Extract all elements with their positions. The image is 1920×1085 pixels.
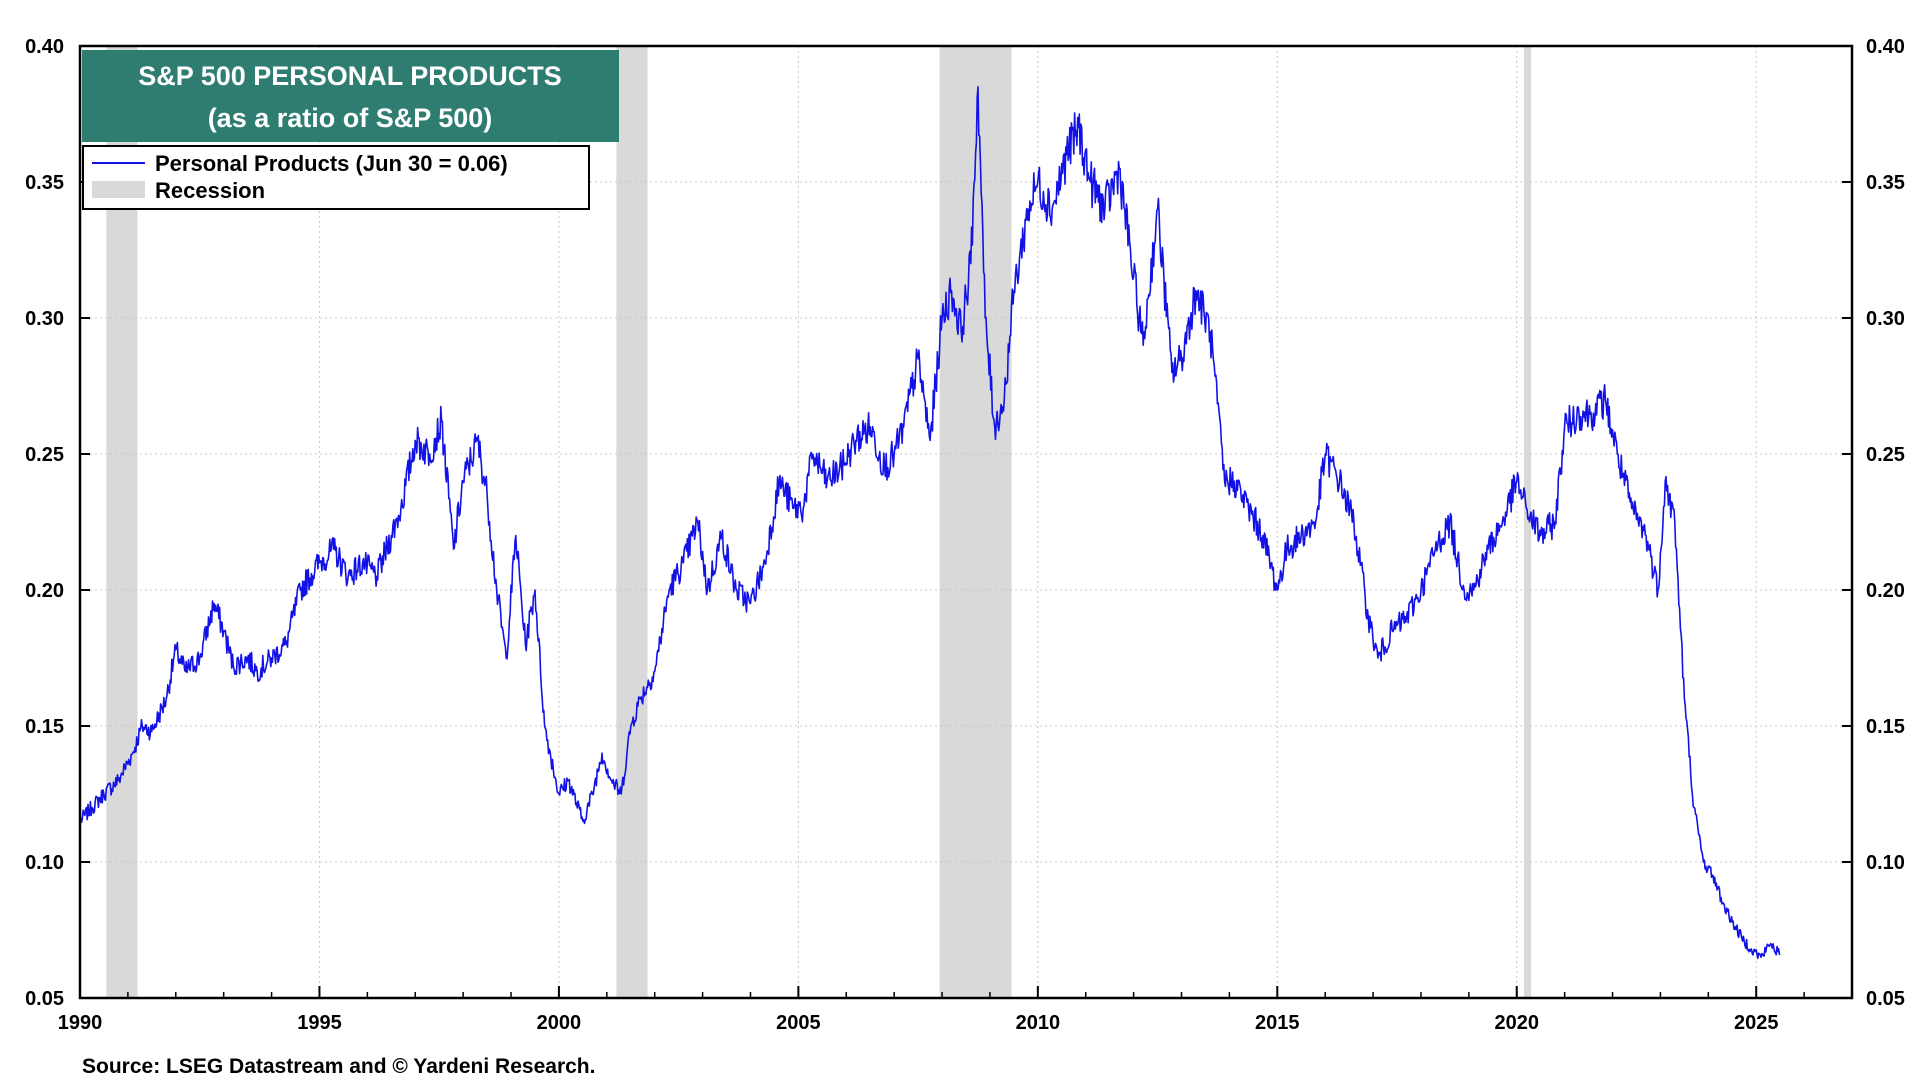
- x-tick-label: 1995: [297, 1012, 342, 1034]
- recession-band-3: [1523, 46, 1532, 998]
- chart-title: S&P 500 PERSONAL PRODUCTS: [138, 61, 562, 91]
- y-tick-label-left: 0.25: [25, 444, 64, 466]
- y-tick-label-right: 0.25: [1866, 444, 1905, 466]
- legend-label-recession: Recession: [155, 178, 265, 203]
- axes: 0.05 0.05 0.10 0.10 0.15 0.15 0.20 0.20 0.25 0.25…: [25, 36, 1905, 1034]
- y-tick-label-right: 0.40: [1866, 36, 1905, 58]
- y-tick-label-right: 0.15: [1866, 716, 1905, 738]
- x-tick-label: 2020: [1495, 1012, 1540, 1034]
- y-tick-label-left: 0.35: [25, 172, 64, 194]
- y-tick-label-right: 0.05: [1866, 988, 1905, 1010]
- x-tick-label: 2000: [537, 1012, 582, 1034]
- source-note: Source: LSEG Datastream and © Yardeni Re…: [82, 1055, 595, 1078]
- y-tick-label-left: 0.30: [25, 308, 64, 330]
- x-tick-label: 2025: [1734, 1012, 1779, 1034]
- y-tick-label-left: 0.40: [25, 36, 64, 58]
- series-line-personal-products: [79, 86, 1781, 959]
- y-tick-label-right: 0.10: [1866, 852, 1905, 874]
- legend-label-series: Personal Products (Jun 30 = 0.06): [155, 151, 508, 176]
- y-tick-label-left: 0.20: [25, 580, 64, 602]
- x-tick-label: 2005: [776, 1012, 821, 1034]
- y-tick-label-right: 0.30: [1866, 308, 1905, 330]
- recession-band-2: [939, 46, 1012, 998]
- plot-frame: [78, 44, 1854, 1000]
- series-layer: [79, 86, 1781, 959]
- x-tick-label: 1990: [58, 1012, 103, 1034]
- x-tick-label: 2015: [1255, 1012, 1300, 1034]
- gridlines: [80, 46, 1852, 998]
- legend-swatch-recession: [92, 181, 145, 198]
- y-tick-label-right: 0.20: [1866, 580, 1905, 602]
- recession-band-1: [616, 46, 648, 998]
- y-tick-label-left: 0.10: [25, 852, 64, 874]
- y-tick-label-left: 0.05: [25, 988, 64, 1010]
- legend: Personal Products (Jun 30 = 0.06) Recess…: [82, 145, 590, 210]
- chart-subtitle: (as a ratio of S&P 500): [208, 103, 493, 133]
- legend-box: [82, 145, 590, 210]
- y-tick-label-right: 0.35: [1866, 172, 1905, 194]
- title-box: S&P 500 PERSONAL PRODUCTS (as a ratio of…: [82, 50, 619, 142]
- y-tick-label-left: 0.15: [25, 716, 64, 738]
- x-tick-label: 2010: [1016, 1012, 1061, 1034]
